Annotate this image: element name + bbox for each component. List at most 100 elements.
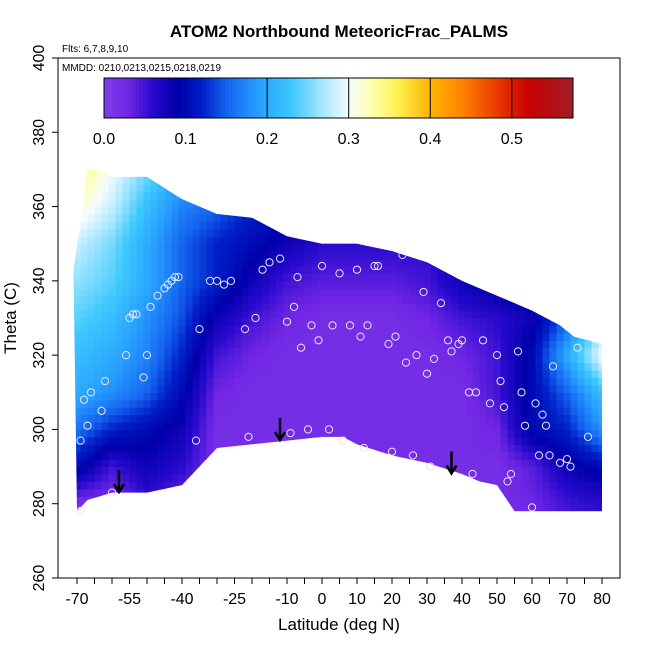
heatmap-cell (318, 221, 327, 230)
heatmap-cell (255, 444, 264, 453)
colorbar-segment (107, 78, 113, 118)
heatmap-cell (171, 377, 180, 386)
heatmap-cell (584, 466, 593, 475)
heatmap-cell (234, 191, 243, 200)
heatmap-cell (388, 266, 397, 274)
heatmap-cell (458, 444, 467, 453)
heatmap-cell (283, 288, 292, 297)
heatmap-cell (73, 422, 82, 430)
heatmap-cell (255, 481, 264, 490)
heatmap-cell (234, 310, 243, 319)
heatmap-cell (150, 184, 159, 193)
heatmap-cell (570, 214, 579, 222)
heatmap-cell (528, 422, 537, 430)
heatmap-cell (514, 332, 523, 341)
heatmap-cell (199, 444, 208, 453)
heatmap-cell (332, 347, 341, 356)
heatmap-cell (451, 169, 460, 170)
heatmap-cell (325, 503, 334, 512)
heatmap-cell (430, 251, 439, 260)
heatmap-cell (185, 251, 194, 260)
heatmap-cell (220, 370, 229, 378)
heatmap-cell (395, 325, 404, 334)
heatmap-cell (374, 392, 383, 401)
heatmap-cell (262, 176, 271, 185)
heatmap-cell (557, 511, 565, 519)
heatmap-cell (213, 191, 222, 200)
heatmap-cell (213, 214, 222, 222)
heatmap-cell (521, 399, 530, 408)
heatmap-cell (318, 503, 327, 512)
heatmap-cell (423, 273, 432, 282)
heatmap-cell (577, 273, 586, 282)
heatmap-cell (150, 377, 159, 386)
heatmap-cell (227, 206, 236, 215)
heatmap-cell (353, 370, 362, 378)
x-tick-label: -10 (275, 591, 298, 608)
heatmap-cell (409, 266, 418, 274)
heatmap-cell (570, 474, 579, 482)
heatmap-cell (283, 295, 292, 304)
heatmap-cell (451, 258, 460, 267)
heatmap-cell (500, 280, 509, 289)
heatmap-cell (185, 377, 194, 386)
heatmap-cell (521, 251, 530, 260)
heatmap-cell (108, 258, 117, 267)
heatmap-cell (276, 362, 285, 371)
heatmap-cell (374, 280, 383, 289)
heatmap-cell (122, 303, 131, 312)
heatmap-cell (290, 176, 299, 185)
heatmap-cell (129, 236, 138, 245)
heatmap-cell (479, 273, 488, 282)
heatmap-cell (528, 251, 537, 260)
heatmap-cell (129, 384, 138, 393)
heatmap-cell (535, 325, 544, 334)
heatmap-cell (479, 362, 488, 371)
heatmap-cell (402, 444, 411, 453)
heatmap-cell (87, 347, 96, 356)
heatmap-cell (549, 481, 558, 490)
heatmap-cell (598, 436, 602, 445)
heatmap-cell (87, 355, 96, 364)
heatmap-cell (136, 273, 145, 282)
heatmap-cell (95, 511, 103, 519)
heatmap-cell (430, 266, 439, 274)
heatmap-cell (108, 176, 117, 185)
heatmap-cell (472, 451, 481, 460)
heatmap-cell (143, 251, 152, 260)
heatmap-cell (423, 384, 432, 393)
heatmap-cell (178, 481, 187, 490)
heatmap-cell (591, 414, 600, 423)
heatmap-cell (94, 496, 103, 505)
heatmap-cell (353, 488, 362, 497)
heatmap-cell (381, 310, 390, 319)
heatmap-cell (402, 414, 411, 423)
heatmap-cell (178, 295, 187, 304)
heatmap-cell (430, 332, 439, 341)
heatmap-cell (178, 325, 187, 334)
heatmap-cell (437, 407, 446, 416)
heatmap-cell (143, 280, 152, 289)
heatmap-cell (521, 280, 530, 289)
heatmap-cell (563, 191, 572, 200)
heatmap-cell (353, 451, 362, 460)
heatmap-cell (171, 436, 180, 445)
heatmap-cell (304, 214, 313, 222)
heatmap-cell (542, 503, 551, 512)
heatmap-cell (304, 206, 313, 215)
heatmap-cell (374, 384, 383, 393)
heatmap-cell (486, 243, 495, 252)
heatmap-cell (332, 474, 341, 482)
heatmap-cell (598, 355, 602, 364)
heatmap-cell (101, 199, 110, 208)
heatmap-cell (185, 176, 194, 185)
heatmap-cell (185, 392, 194, 401)
heatmap-cell (227, 399, 236, 408)
heatmap-cell (395, 236, 404, 245)
heatmap-cell (276, 266, 285, 274)
heatmap-cell (528, 407, 537, 416)
heatmap-cell (535, 280, 544, 289)
data-point (258, 265, 267, 274)
heatmap-cell (206, 436, 215, 445)
